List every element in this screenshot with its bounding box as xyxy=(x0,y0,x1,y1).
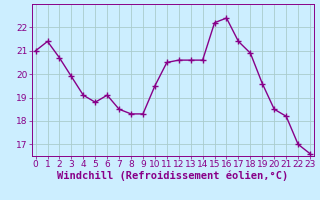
X-axis label: Windchill (Refroidissement éolien,°C): Windchill (Refroidissement éolien,°C) xyxy=(57,171,288,181)
